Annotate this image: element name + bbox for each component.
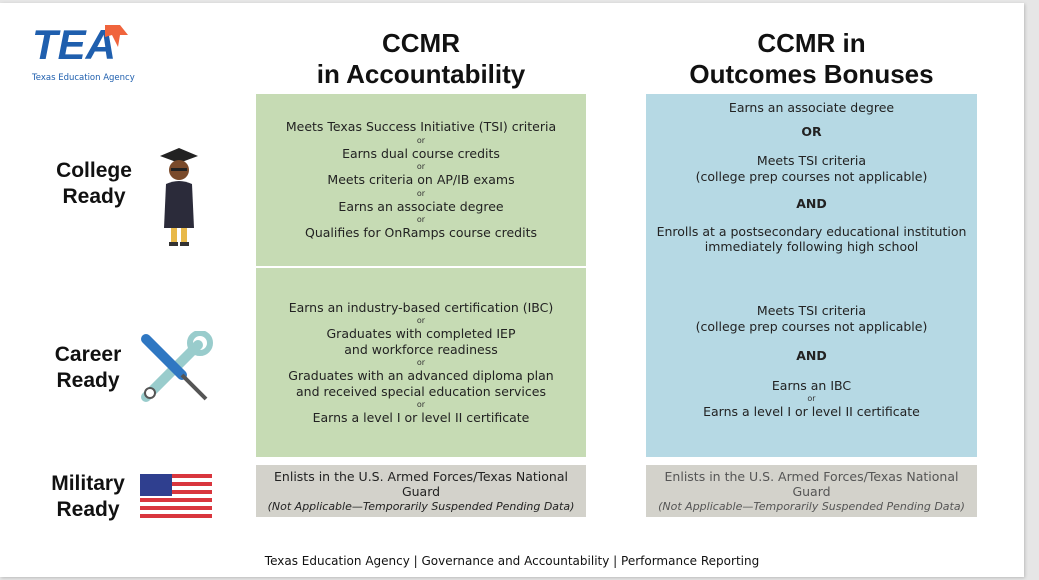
outcomes-career-box: Meets TSI criteria (college prep courses…: [646, 266, 977, 457]
criterion: Qualifies for OnRamps course credits: [304, 225, 537, 241]
criterion: Earns an associate degree: [728, 100, 895, 115]
and-separator: AND: [796, 196, 827, 211]
footer: Texas Education Agency | Governance and …: [264, 554, 760, 568]
header-line: Outcomes Bonuses: [689, 59, 934, 89]
accountability-college-box: Meets Texas Success Initiative (TSI) cri…: [256, 94, 586, 266]
header-line: in Accountability: [316, 59, 526, 89]
criterion: Earns dual course credits: [342, 145, 500, 161]
or-separator: or: [416, 188, 426, 198]
us-flag-icon: [140, 474, 212, 522]
criterion: (college prep courses not applicable): [695, 318, 928, 334]
and-separator: AND: [796, 348, 827, 364]
row-label-line: Ready: [56, 498, 120, 521]
criterion: Earns a level I or level II certificate: [703, 404, 920, 420]
criterion: Enrolls at a postsecondary educational i…: [656, 223, 967, 239]
row-label-line: Military: [51, 472, 125, 495]
criterion: Earns an industry-based certification (I…: [288, 299, 554, 315]
graduate-icon: [158, 148, 200, 252]
or-separator: OR: [801, 123, 822, 139]
or-separator: or: [807, 394, 816, 404]
criterion: Meets criteria on AP/IB exams: [327, 172, 515, 188]
row-label-line: Ready: [62, 185, 126, 208]
accountability-military-box: Enlists in the U.S. Armed Forces/Texas N…: [256, 465, 586, 517]
tools-icon: [138, 330, 214, 411]
criterion: Meets TSI criteria: [756, 303, 867, 319]
criterion: Meets Texas Success Initiative (TSI) cri…: [285, 119, 557, 135]
svg-text:TEA: TEA: [32, 23, 116, 68]
logo-agency-name: Texas Education Agency: [32, 73, 135, 83]
row-label-line: College: [56, 159, 132, 182]
accountability-career-box: Earns an industry-based certification (I…: [256, 268, 586, 457]
criterion: Enlists in the U.S. Armed Forces/Texas N…: [664, 468, 959, 500]
outcomes-header: CCMR in Outcomes Bonuses: [646, 28, 977, 90]
criterion-note: (Not Applicable—Temporarily Suspended Pe…: [267, 499, 575, 513]
criterion: Earns a level I or level II certificate: [312, 410, 530, 425]
or-separator: or: [416, 135, 426, 145]
row-label-line: Career: [54, 343, 122, 366]
or-separator: or: [416, 400, 426, 409]
criterion: Enlists in the U.S. Armed Forces/Texas N…: [274, 468, 568, 500]
criterion: Earns an IBC: [771, 377, 852, 393]
criterion: (college prep courses not applicable): [695, 168, 928, 184]
criterion: Meets TSI criteria: [756, 153, 867, 168]
college-ready-label: College Ready: [44, 158, 144, 210]
accountability-header: CCMR in Accountability: [256, 28, 586, 90]
row-label-line: Ready: [56, 369, 120, 392]
slide: TEA Texas Education Agency CCMR in Accou…: [0, 3, 1024, 577]
criterion: Earns an associate degree: [338, 198, 504, 214]
career-ready-label: Career Ready: [38, 342, 138, 394]
military-ready-label: Military Ready: [38, 471, 138, 523]
criterion: Graduates with an advanced diploma plan …: [288, 368, 554, 399]
header-line: CCMR: [382, 28, 460, 58]
criterion: immediately following high school: [704, 239, 919, 254]
or-separator: or: [416, 162, 426, 172]
outcomes-college-box: Earns an associate degree OR Meets TSI c…: [646, 94, 977, 266]
criterion: Graduates with completed IEP and workfor…: [326, 326, 516, 357]
outcomes-military-box: Enlists in the U.S. Armed Forces/Texas N…: [646, 465, 977, 517]
or-separator: or: [416, 358, 426, 367]
criterion-note: (Not Applicable—Temporarily Suspended Pe…: [658, 499, 965, 513]
tea-logo: TEA Texas Education Agency: [32, 21, 136, 83]
header-line: CCMR in: [757, 28, 866, 58]
or-separator: or: [416, 215, 426, 225]
or-separator: or: [416, 316, 426, 325]
